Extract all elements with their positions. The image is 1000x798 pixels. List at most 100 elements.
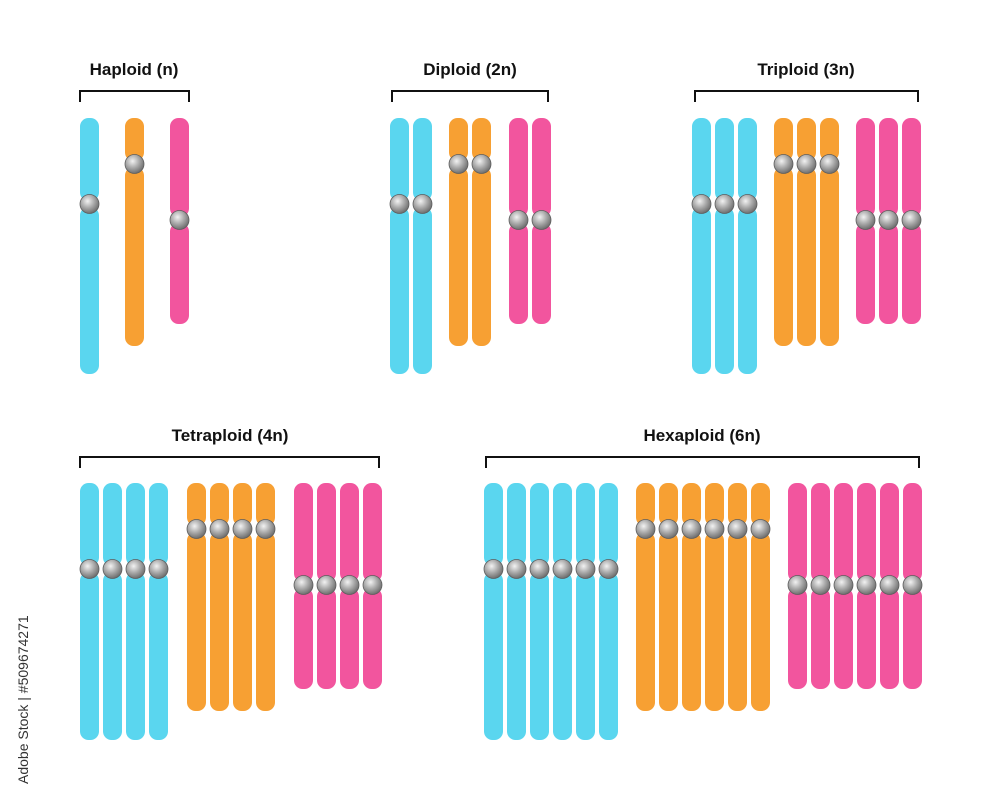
chromosome-pink-1-short-arm [509,118,528,217]
chromosome-orange-5-long-arm [728,532,747,711]
bracket-haploid [79,90,190,102]
chromosome-blue-1 [691,118,712,374]
chromosome-blue-4-centromere [148,559,169,579]
chromosome-orange-2-short-arm [659,483,678,526]
chromosomes-haploid [79,118,190,374]
chromosome-blue-1-short-arm [390,118,409,201]
chromosome-orange-2-centromere [471,154,492,174]
chromosomes-hexaploid [483,483,923,740]
chromosome-blue-6-centromere [598,559,619,579]
chromosome-pink-4-centromere [362,575,383,595]
chromosome-orange-1-long-arm [636,532,655,711]
chromosome-pink-5-short-arm [880,483,899,582]
chromosome-orange-5-short-arm [728,483,747,526]
group-triploid: Triploid (3n) [691,60,922,374]
chromosome-orange-2 [658,483,679,711]
chromosome-orange-1 [635,483,656,711]
group-hexaploid: Hexaploid (6n) [483,426,923,740]
chromosome-blue-6-long-arm [599,572,618,740]
chromosome-pink-5-long-arm [880,588,899,689]
chromosome-orange-2-centromere [658,519,679,539]
chromosome-pink-1 [508,118,529,324]
chromosome-pink-3 [901,118,922,324]
chromosome-pink-2-short-arm [879,118,898,217]
chromosome-blue-4-centromere [552,559,573,579]
chromosome-pink-1-short-arm [294,483,313,582]
chromosome-orange-1-short-arm [187,483,206,526]
chromosome-orange-4-short-arm [256,483,275,526]
chromosome-pink-2-long-arm [879,223,898,324]
chromosome-pink-1-short-arm [788,483,807,582]
chromosome-orange-2-long-arm [472,167,491,346]
chromosome-blue-1-short-arm [80,118,99,201]
chromosome-orange-5-centromere [727,519,748,539]
chromosome-blue-2 [506,483,527,740]
chromosome-blue-5-short-arm [576,483,595,566]
chromosome-orange-2 [471,118,492,346]
chromosome-orange-2 [209,483,230,711]
chromosome-blue-1-short-arm [484,483,503,566]
chromosome-orange-1-short-arm [774,118,793,161]
chromosome-pink-4-short-arm [857,483,876,582]
chromosome-pink-2-short-arm [532,118,551,217]
chromosome-pink-6-long-arm [903,588,922,689]
chromosome-blue-1-long-arm [692,207,711,374]
chromosome-pink-2 [316,483,337,689]
chromosome-pink-2-short-arm [317,483,336,582]
chromosome-blue-1 [79,483,100,740]
chromosome-blue-1-long-arm [80,572,99,740]
chromosome-pink-3-centromere [833,575,854,595]
group-title-haploid: Haploid (n) [90,60,179,79]
chromosome-orange-4-centromere [255,519,276,539]
chromosome-pink-6 [902,483,923,689]
chromosome-blue-3-long-arm [738,207,757,374]
chromosome-blue-2-centromere [506,559,527,579]
chromosome-orange-1-short-arm [125,118,144,161]
chromosome-pink-3-centromere [901,210,922,230]
chromosome-blue-5-long-arm [576,572,595,740]
chromosome-blue-4-short-arm [149,483,168,566]
chromosome-blue-1-centromere [389,194,410,214]
chromosome-pink-1-centromere [169,210,190,230]
chromosome-orange-3-short-arm [682,483,701,526]
chromosome-pink-3-short-arm [902,118,921,217]
chromosome-pink-4-centromere [856,575,877,595]
chromosome-blue-3-short-arm [530,483,549,566]
chromosome-pink-4 [362,483,383,689]
stock-id-watermark: Adobe Stock | #509674271 [15,615,31,784]
chromosome-blue-1-long-arm [484,572,503,740]
chromosome-orange-4 [255,483,276,711]
chromosome-pink-3-short-arm [834,483,853,582]
chromosome-pink-3 [339,483,360,689]
chromosome-orange-2-short-arm [472,118,491,161]
bracket-triploid [694,90,919,102]
chromosome-pink-4-long-arm [857,588,876,689]
chromosome-blue-2 [102,483,123,740]
chromosome-pink-2-long-arm [532,223,551,324]
chromosome-orange-1 [124,118,145,346]
chromosome-orange-1-long-arm [774,167,793,346]
chromosome-blue-3-long-arm [126,572,145,740]
chromosome-blue-2-long-arm [103,572,122,740]
chromosome-orange-1-long-arm [449,167,468,346]
chromosome-pink-2 [531,118,552,324]
chromosome-blue-3-centromere [529,559,550,579]
chromosome-orange-5 [727,483,748,711]
chromosome-orange-4 [704,483,725,711]
chromosome-orange-2-centromere [209,519,230,539]
chromosome-orange-4-long-arm [705,532,724,711]
chromosome-orange-1-centromere [186,519,207,539]
chromosome-blue-4-long-arm [149,572,168,740]
chromosome-orange-1-centromere [773,154,794,174]
chromosome-pink-2 [878,118,899,324]
chromosome-pink-1 [787,483,808,689]
chromosome-pink-1-long-arm [170,223,189,324]
chromosome-pink-5 [879,483,900,689]
chromosome-pink-2-long-arm [811,588,830,689]
group-title-diploid: Diploid (2n) [423,60,516,79]
chromosome-blue-1-centromere [483,559,504,579]
chromosome-orange-4-long-arm [256,532,275,711]
chromosome-orange-2-long-arm [797,167,816,346]
bracket-hexaploid [485,456,920,468]
